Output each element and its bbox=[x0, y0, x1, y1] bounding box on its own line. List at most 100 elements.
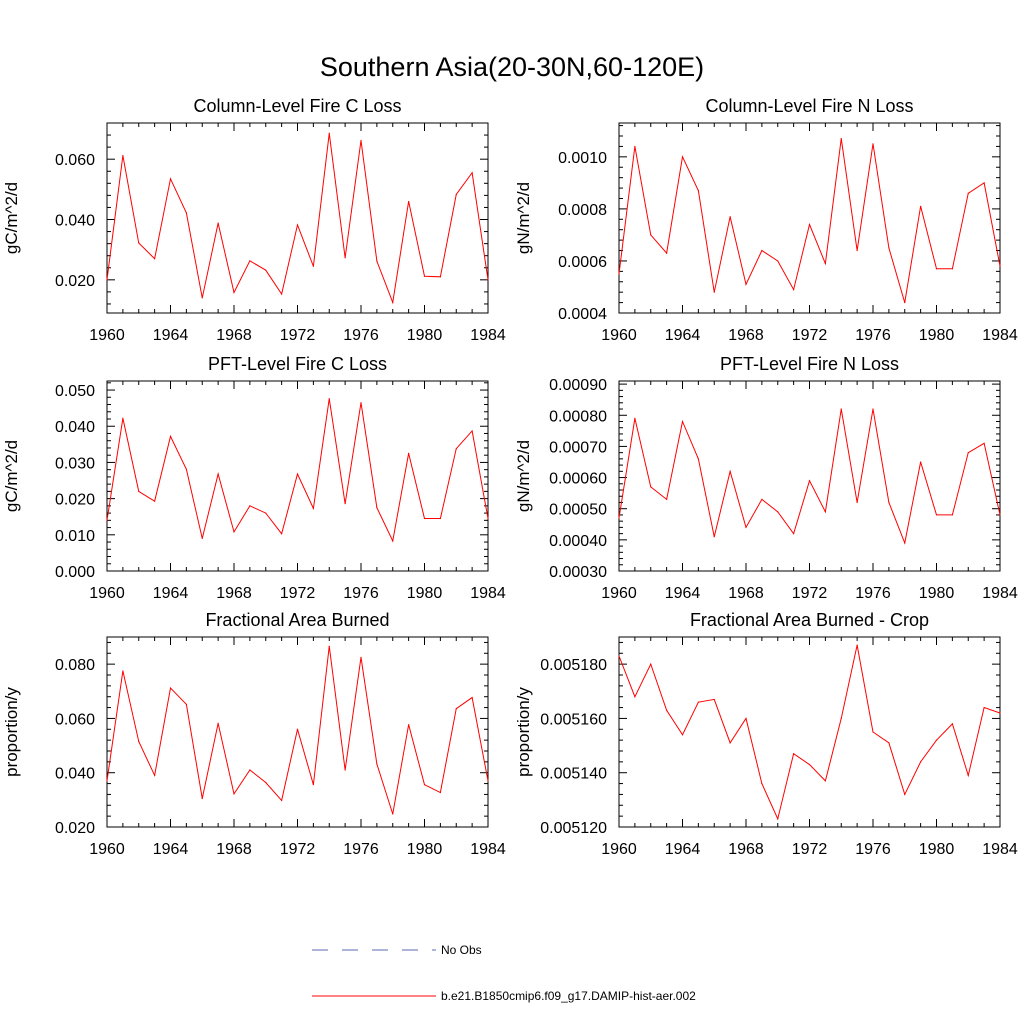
data-point bbox=[169, 435, 172, 437]
x-tick-label: 1972 bbox=[792, 327, 828, 344]
y-tick-label: 0.080 bbox=[55, 657, 95, 674]
x-tick-label: 1976 bbox=[343, 841, 379, 858]
data-point bbox=[344, 503, 346, 505]
data-point bbox=[761, 782, 763, 785]
y-axis-label: gC/m^2/d bbox=[2, 440, 21, 512]
data-point bbox=[455, 708, 457, 710]
data-point bbox=[824, 780, 826, 782]
data-point bbox=[154, 258, 156, 260]
x-tick-label: 1968 bbox=[728, 841, 764, 858]
x-tick-label: 1964 bbox=[153, 585, 189, 602]
data-point bbox=[793, 288, 795, 291]
x-tick-label: 1964 bbox=[665, 327, 701, 344]
data-point bbox=[439, 276, 441, 278]
data-point bbox=[697, 190, 699, 192]
x-tick-label: 1972 bbox=[280, 585, 316, 602]
x-tick-label: 1984 bbox=[470, 585, 506, 602]
x-tick-label: 1984 bbox=[470, 841, 506, 858]
data-point bbox=[281, 799, 283, 802]
data-point bbox=[713, 291, 715, 293]
data-point bbox=[681, 734, 684, 736]
figure-title: Southern Asia(20-30N,60-120E) bbox=[320, 52, 704, 82]
data-point bbox=[408, 724, 410, 726]
data-point bbox=[185, 212, 187, 214]
data-point bbox=[265, 512, 267, 514]
y-tick-label: 0.00060 bbox=[549, 471, 607, 488]
data-point bbox=[265, 781, 267, 784]
chart-panel-4: 1960 1964 1968 1972 1976 1980 1984 0.00030 0.000… bbox=[514, 354, 1018, 602]
data-point bbox=[951, 514, 953, 516]
data-point bbox=[296, 473, 299, 475]
y-tick-label: 0.005120 bbox=[540, 820, 607, 837]
series-line bbox=[106, 133, 489, 305]
y-tick-label: 0.005180 bbox=[540, 657, 607, 674]
data-point bbox=[777, 260, 779, 262]
x-tick-label: 1964 bbox=[665, 585, 701, 602]
data-point bbox=[856, 501, 858, 504]
data-point bbox=[824, 262, 826, 265]
data-point bbox=[328, 645, 330, 647]
data-point bbox=[904, 542, 906, 544]
panel-title: PFT-Level Fire C Loss bbox=[208, 354, 387, 374]
y-axis-label: gN/m^2/d bbox=[514, 440, 533, 512]
data-point bbox=[761, 249, 763, 252]
chart-panel-1: 1960 1964 1968 1972 1976 1980 1984 0.020 0.040 0.… bbox=[2, 96, 506, 344]
x-tick-label: 1980 bbox=[919, 585, 955, 602]
data-point bbox=[999, 514, 1001, 516]
x-tick-label: 1980 bbox=[919, 841, 955, 858]
y-tick-label: 0.005140 bbox=[540, 766, 607, 783]
y-axis-label: gN/m^2/d bbox=[514, 182, 533, 254]
data-point bbox=[423, 784, 426, 786]
data-point bbox=[154, 500, 156, 502]
data-point bbox=[376, 260, 378, 262]
y-tick-label: 0.00050 bbox=[549, 502, 607, 519]
data-point bbox=[471, 430, 473, 432]
y-tick-label: 0.050 bbox=[55, 383, 95, 400]
y-tick-label: 0.005160 bbox=[540, 711, 607, 728]
data-point bbox=[856, 249, 858, 252]
x-tick-label: 1976 bbox=[855, 327, 891, 344]
y-tick-label: 0.040 bbox=[55, 213, 95, 230]
legend-model-label: b.e21.B1850cmip6.f09_g17.DAMIP-hist-aer.… bbox=[441, 989, 696, 1003]
x-tick-label: 1980 bbox=[919, 327, 955, 344]
data-point bbox=[729, 742, 731, 744]
data-point bbox=[713, 698, 715, 701]
data-point bbox=[312, 265, 314, 267]
x-tick-label: 1976 bbox=[343, 585, 379, 602]
data-point bbox=[439, 517, 441, 520]
data-point bbox=[249, 769, 251, 771]
y-tick-label: 0.060 bbox=[55, 711, 95, 728]
x-tick-label: 1984 bbox=[982, 841, 1018, 858]
data-point bbox=[265, 269, 267, 271]
data-point bbox=[745, 717, 747, 720]
x-tick-label: 1968 bbox=[216, 585, 252, 602]
y-tick-label: 0.00030 bbox=[549, 564, 607, 581]
data-point bbox=[487, 780, 489, 782]
series-line bbox=[618, 645, 1001, 821]
panel-title: Fractional Area Burned bbox=[205, 610, 389, 630]
data-point bbox=[122, 154, 124, 157]
data-point bbox=[328, 398, 330, 400]
x-tick-label: 1984 bbox=[982, 327, 1018, 344]
x-tick-label: 1968 bbox=[728, 327, 764, 344]
chart-panel-3: 1960 1964 1968 1972 1976 1980 1984 0.000 0.010 0.… bbox=[2, 354, 506, 602]
y-tick-label: 0.030 bbox=[55, 455, 95, 472]
data-point bbox=[392, 301, 394, 304]
x-tick-label: 1960 bbox=[89, 327, 125, 344]
data-point bbox=[888, 247, 890, 249]
data-point bbox=[904, 301, 906, 304]
data-point bbox=[423, 517, 426, 520]
data-point bbox=[423, 275, 426, 277]
x-tick-label: 1972 bbox=[280, 327, 316, 344]
data-point bbox=[666, 709, 668, 711]
y-tick-label: 0.020 bbox=[55, 492, 95, 509]
y-tick-label: 0.0010 bbox=[558, 150, 607, 167]
y-tick-label: 0.00070 bbox=[549, 439, 607, 456]
data-point bbox=[360, 656, 362, 658]
x-tick-label: 1964 bbox=[153, 327, 189, 344]
data-point bbox=[455, 193, 457, 196]
data-point bbox=[138, 740, 140, 743]
data-point bbox=[154, 774, 156, 777]
data-point bbox=[824, 511, 826, 513]
plot-frame bbox=[618, 636, 1001, 828]
